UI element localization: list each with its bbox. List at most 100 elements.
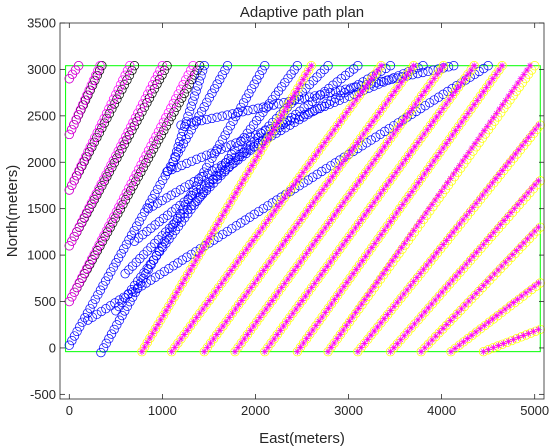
data-point bbox=[164, 223, 175, 233]
data-point bbox=[237, 254, 244, 261]
data-point bbox=[175, 185, 186, 195]
data-point bbox=[464, 71, 472, 78]
data-point bbox=[129, 174, 139, 184]
data-point bbox=[215, 284, 222, 291]
data-point bbox=[203, 239, 210, 246]
data-point bbox=[109, 211, 119, 222]
data-point bbox=[292, 305, 300, 313]
data-point bbox=[83, 147, 93, 157]
data-point bbox=[280, 322, 287, 330]
data-point bbox=[257, 271, 264, 279]
data-point bbox=[505, 338, 512, 345]
data-point bbox=[98, 174, 109, 185]
data-point bbox=[263, 101, 274, 111]
data-point bbox=[443, 140, 450, 147]
data-point bbox=[189, 120, 199, 130]
data-point bbox=[114, 148, 125, 159]
data-point bbox=[449, 229, 457, 236]
data-point bbox=[275, 116, 283, 124]
data-point bbox=[202, 114, 212, 125]
data-point bbox=[97, 118, 107, 128]
data-point bbox=[231, 263, 238, 270]
data-point bbox=[450, 313, 458, 320]
data-point bbox=[331, 126, 338, 133]
data-point bbox=[135, 103, 145, 114]
data-point bbox=[244, 288, 252, 296]
data-point bbox=[528, 130, 536, 137]
data-point bbox=[95, 61, 105, 71]
data-point bbox=[114, 315, 125, 325]
data-point bbox=[347, 147, 355, 155]
data-point bbox=[165, 303, 172, 310]
data-point bbox=[100, 232, 110, 242]
data-point bbox=[306, 246, 313, 253]
data-point bbox=[246, 166, 253, 174]
data-point bbox=[152, 184, 163, 195]
data-point bbox=[472, 200, 480, 207]
data-point bbox=[509, 251, 516, 258]
data-point bbox=[171, 147, 182, 157]
data-point bbox=[387, 218, 394, 225]
data-point bbox=[258, 203, 268, 214]
data-point bbox=[141, 343, 148, 351]
data-point bbox=[374, 152, 382, 159]
data-point bbox=[89, 193, 99, 204]
data-point bbox=[104, 104, 114, 114]
data-point bbox=[501, 305, 509, 313]
data-point bbox=[380, 126, 390, 137]
data-point bbox=[487, 118, 494, 126]
data-point bbox=[318, 313, 326, 321]
data-point bbox=[162, 166, 172, 177]
data-point bbox=[157, 61, 168, 71]
data-point bbox=[199, 61, 209, 71]
data-point bbox=[471, 140, 479, 147]
data-point bbox=[268, 100, 279, 110]
data-point bbox=[395, 248, 402, 256]
data-point bbox=[209, 292, 216, 300]
data-point bbox=[183, 70, 193, 80]
data-point bbox=[196, 106, 207, 117]
data-point bbox=[274, 203, 282, 210]
data-point bbox=[223, 163, 234, 173]
data-point bbox=[74, 278, 84, 288]
data-point bbox=[299, 169, 307, 176]
data-point bbox=[346, 318, 353, 325]
data-point bbox=[281, 280, 288, 287]
data-point bbox=[294, 85, 302, 92]
data-point bbox=[510, 299, 517, 306]
data-point bbox=[400, 290, 408, 298]
data-point bbox=[423, 339, 434, 349]
data-point bbox=[289, 94, 296, 101]
data-point bbox=[162, 193, 172, 203]
data-point bbox=[238, 98, 249, 108]
data-point bbox=[371, 327, 378, 335]
data-point bbox=[480, 241, 487, 248]
data-point bbox=[275, 288, 282, 296]
data-point bbox=[447, 317, 454, 324]
data-point bbox=[304, 79, 315, 90]
data-point bbox=[191, 86, 201, 96]
data-point bbox=[156, 122, 166, 132]
data-point bbox=[133, 172, 143, 182]
data-point bbox=[180, 182, 190, 192]
data-point bbox=[93, 65, 103, 76]
data-point bbox=[314, 275, 322, 283]
data-point bbox=[106, 329, 117, 339]
data-point bbox=[334, 207, 341, 215]
data-point bbox=[335, 85, 346, 96]
data-point bbox=[381, 227, 388, 234]
data-point bbox=[405, 152, 412, 159]
data-point bbox=[267, 339, 275, 347]
data-point bbox=[272, 250, 280, 257]
data-point bbox=[269, 254, 277, 261]
data-point bbox=[234, 258, 241, 266]
data-point bbox=[430, 331, 441, 342]
data-point bbox=[474, 136, 482, 143]
data-point bbox=[106, 216, 117, 226]
data-point bbox=[149, 330, 156, 337]
data-point bbox=[322, 182, 330, 189]
data-point bbox=[463, 297, 473, 308]
data-point bbox=[173, 142, 183, 152]
data-point bbox=[402, 113, 410, 121]
data-point bbox=[157, 316, 164, 324]
